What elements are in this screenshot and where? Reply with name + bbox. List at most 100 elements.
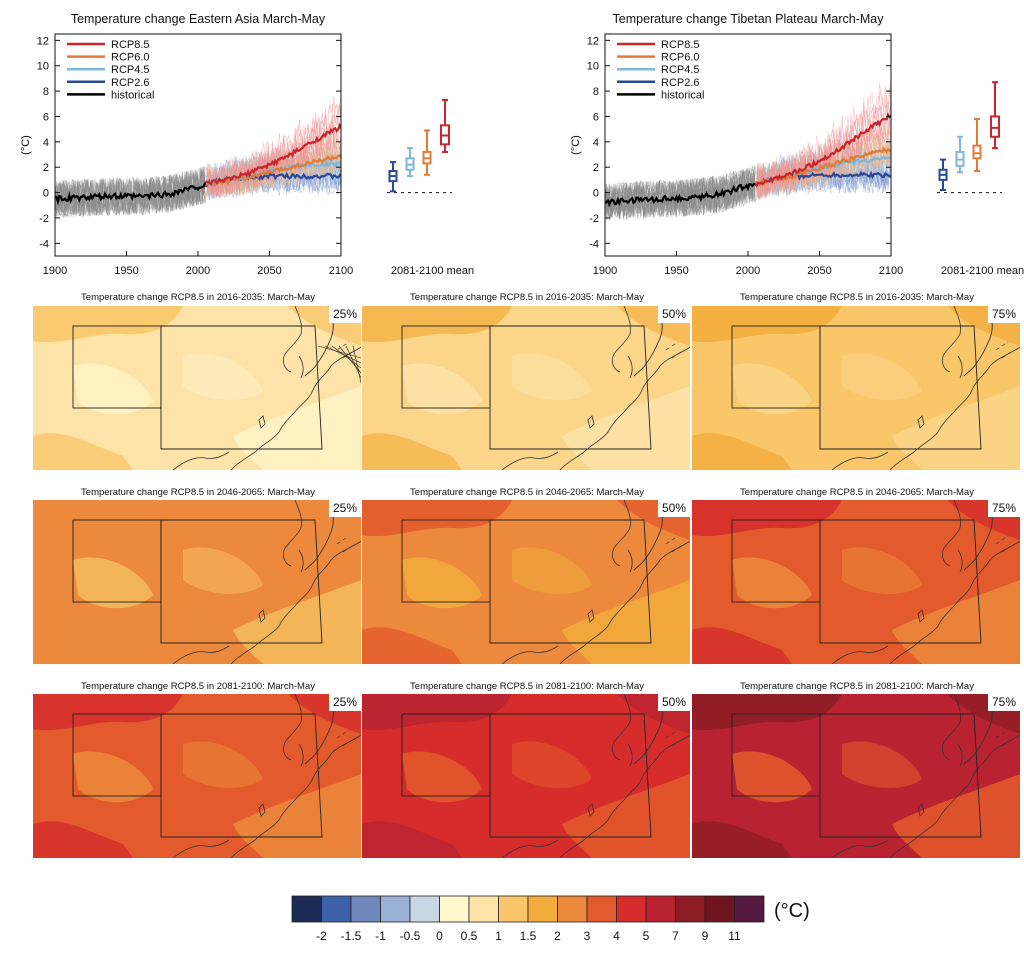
- map-warm-region: [362, 627, 462, 664]
- hatching: [338, 345, 361, 374]
- map-cool-region: [73, 751, 153, 803]
- coastline: [501, 451, 559, 470]
- y-tick-label: -2: [589, 213, 599, 225]
- map-svg: [362, 306, 690, 470]
- map-warm-region: [692, 306, 842, 343]
- y-tick-label: 12: [37, 35, 49, 47]
- x-tick-label: 1900: [43, 265, 67, 277]
- map-title: Temperature change RCP8.5 in 2016-2035: …: [410, 292, 644, 303]
- historical-mean-line: [605, 182, 756, 208]
- korea-outline: [298, 549, 304, 573]
- region-box-eastern-asia: [819, 519, 982, 644]
- y-tick-label: 6: [593, 111, 599, 123]
- map-svg: [33, 500, 361, 664]
- coastline: [501, 839, 559, 858]
- colorbar-tick-label: 1: [495, 929, 502, 943]
- map-warm-region: [33, 306, 183, 343]
- map-cool-region: [183, 353, 263, 401]
- percentile-label: 50%: [657, 694, 690, 711]
- colorbar-swatch: [380, 895, 411, 923]
- korea-outline: [627, 743, 633, 767]
- map-svg: [33, 306, 361, 470]
- temperature-map: 25%: [33, 500, 361, 664]
- map-cool-region: [732, 363, 812, 415]
- series-mean-line: [205, 122, 341, 186]
- map-warm-region: [692, 821, 792, 858]
- y-tick-label: -4: [39, 238, 49, 250]
- region-box-eastern-asia: [489, 713, 652, 838]
- y-tick-label: -2: [39, 213, 49, 225]
- coastline: [283, 306, 302, 373]
- y-tick-label: 8: [43, 86, 49, 98]
- y-axis-label: (°C): [570, 135, 582, 155]
- taiwan-outline: [587, 415, 595, 429]
- colorbar-tick-label: 5: [643, 929, 650, 943]
- chart-title: Temperature change Tibetan Plateau March…: [613, 12, 885, 26]
- coastline: [559, 734, 690, 858]
- map-warm-region: [362, 433, 462, 470]
- colorbar-swatch: [468, 895, 499, 923]
- dashed-boundary: [995, 341, 1015, 359]
- taiwan-outline: [587, 609, 595, 623]
- colorbar-swatch: [439, 895, 470, 923]
- y-tick-label: 0: [593, 188, 599, 200]
- taiwan-outline: [258, 609, 266, 623]
- dashed-boundary: [665, 341, 685, 359]
- boxplot-label: 2081-2100 mean: [391, 265, 474, 277]
- colorbar-swatch: [586, 895, 617, 923]
- colorbar-swatch: [527, 895, 558, 923]
- temperature-map: 75%: [692, 500, 1020, 664]
- legend-label: RCP6.0: [661, 52, 700, 64]
- x-tick-label: 1950: [664, 265, 688, 277]
- map-warm-region: [362, 306, 512, 343]
- taiwan-outline: [917, 803, 925, 817]
- map-cool-region: [842, 547, 922, 595]
- x-tick-label: 1950: [114, 265, 138, 277]
- coastline: [831, 839, 889, 858]
- legend-label: RCP2.6: [661, 77, 700, 89]
- colorbar-swatch: [291, 895, 322, 923]
- map-title: Temperature change RCP8.5 in 2081-2100: …: [740, 681, 974, 692]
- coastline: [889, 734, 1020, 858]
- scenario-member-line: [756, 95, 891, 195]
- colorbar-swatch: [350, 895, 381, 923]
- map-title: Temperature change RCP8.5 in 2046-2065: …: [410, 487, 644, 498]
- colorbar-tick-label: -2: [316, 929, 327, 943]
- taiwan-outline: [917, 609, 925, 623]
- historical-member-line: [55, 170, 206, 215]
- percentile-label: 50%: [657, 306, 690, 323]
- korea-outline: [298, 355, 304, 379]
- hatching: [331, 345, 361, 369]
- colorbar-tick-label: 11: [728, 929, 741, 943]
- region-box-eastern-asia: [819, 325, 982, 450]
- percentile-label: 25%: [328, 306, 361, 323]
- legend-label: RCP2.6: [111, 77, 150, 89]
- map-title: Temperature change RCP8.5 in 2046-2065: …: [81, 487, 315, 498]
- map-svg: [33, 694, 361, 858]
- colorbar-tick-label: 9: [702, 929, 709, 943]
- map-cool-region: [732, 557, 812, 609]
- legend-label: historical: [661, 89, 704, 101]
- legend-label: RCP6.0: [111, 52, 150, 64]
- legend-label: RCP8.5: [661, 39, 700, 51]
- colorbar-tick-label: 0.5: [461, 929, 478, 943]
- percentile-label: 75%: [987, 500, 1020, 517]
- boxplot-label: 2081-2100 mean: [941, 265, 1024, 277]
- plot-area: [605, 75, 891, 221]
- colorbar-swatch: [616, 895, 647, 923]
- colorbar-swatch: [645, 895, 676, 923]
- taiwan-outline: [917, 415, 925, 429]
- coastline: [230, 540, 361, 664]
- korea-outline: [627, 549, 633, 573]
- colorbar-svg: -2 -1.5 -1 -0.5 0 0.5 1 1.5 2 3 4 5 7 9 11 (°C): [291, 895, 810, 943]
- colorbar-tick-label: -1: [375, 929, 386, 943]
- box-body: [972, 144, 982, 160]
- map-warm-region: [33, 433, 133, 470]
- colorbar-swatch: [321, 895, 352, 923]
- map-cool-region: [402, 751, 482, 803]
- series-mean-line: [754, 112, 891, 188]
- coastline: [889, 540, 1020, 664]
- map-warm-region: [362, 694, 512, 731]
- region-box-eastern-asia: [819, 713, 982, 838]
